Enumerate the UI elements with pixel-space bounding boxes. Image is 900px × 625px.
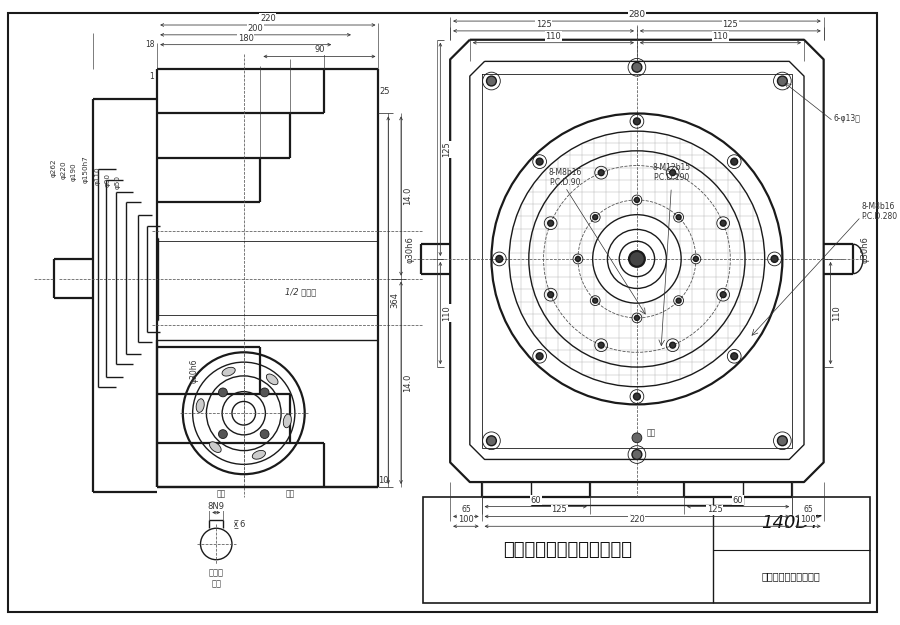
Text: φ150h7: φ150h7 (83, 156, 88, 183)
Circle shape (778, 436, 788, 446)
Text: 100: 100 (800, 516, 815, 524)
Text: 125: 125 (723, 20, 738, 29)
Circle shape (632, 449, 642, 459)
Circle shape (598, 170, 604, 176)
Ellipse shape (210, 442, 221, 452)
Text: 18: 18 (145, 40, 154, 49)
Text: 10: 10 (378, 476, 389, 484)
Circle shape (219, 429, 228, 439)
Ellipse shape (196, 399, 204, 412)
Circle shape (670, 170, 676, 176)
Ellipse shape (222, 368, 235, 376)
Text: 110: 110 (713, 32, 728, 41)
Circle shape (536, 158, 543, 165)
Text: 1/2 轴孔位: 1/2 轴孔位 (285, 288, 316, 297)
Ellipse shape (284, 414, 292, 428)
Text: 110: 110 (832, 305, 842, 321)
Circle shape (676, 215, 681, 220)
Text: 220: 220 (260, 14, 275, 23)
Circle shape (731, 352, 738, 359)
Text: φ220: φ220 (61, 161, 67, 179)
Circle shape (575, 256, 580, 261)
Circle shape (720, 220, 726, 226)
Text: 125: 125 (706, 506, 723, 514)
Text: φ90: φ90 (105, 173, 111, 187)
Text: φ190: φ190 (71, 162, 76, 181)
Circle shape (496, 256, 503, 262)
Text: φ262: φ262 (51, 159, 57, 177)
Text: 60: 60 (733, 496, 743, 504)
Text: 14.0: 14.0 (403, 187, 412, 205)
Text: 1: 1 (149, 72, 154, 81)
Text: 上海圣盾机械设备有限公司: 上海圣盾机械设备有限公司 (502, 541, 632, 559)
Circle shape (536, 352, 543, 359)
Text: 280: 280 (628, 10, 645, 19)
Text: 8N9: 8N9 (208, 501, 225, 511)
Text: 125: 125 (552, 506, 567, 514)
Circle shape (720, 292, 726, 297)
Text: 110: 110 (545, 32, 562, 41)
Text: 底盖: 底盖 (217, 489, 226, 498)
Circle shape (632, 62, 642, 72)
Circle shape (731, 158, 738, 165)
Text: 8-M12b15
P.C.D.190: 8-M12b15 P.C.D.190 (652, 162, 690, 182)
Text: 60: 60 (530, 496, 541, 504)
Text: 110: 110 (442, 305, 451, 321)
Circle shape (598, 342, 604, 348)
Circle shape (219, 388, 228, 397)
Circle shape (593, 215, 598, 220)
Circle shape (487, 76, 497, 86)
Text: 65: 65 (461, 506, 471, 514)
Text: 364: 364 (391, 292, 400, 308)
Circle shape (778, 76, 788, 86)
Circle shape (548, 292, 554, 297)
Bar (423, 497, 870, 603)
Text: 125: 125 (536, 20, 552, 29)
Text: 100: 100 (458, 516, 473, 524)
Text: φ50: φ50 (115, 175, 121, 189)
Text: 200: 200 (248, 24, 264, 33)
Text: 8-M8b16
P.C.D.90: 8-M8b16 P.C.D.90 (548, 168, 582, 187)
Ellipse shape (266, 374, 278, 385)
Text: 90: 90 (314, 46, 325, 54)
Circle shape (634, 316, 639, 321)
Text: φ30h6: φ30h6 (406, 236, 415, 262)
Circle shape (260, 429, 269, 439)
Circle shape (676, 298, 681, 303)
Circle shape (487, 436, 497, 446)
Circle shape (634, 393, 641, 400)
Circle shape (634, 198, 639, 202)
Text: 机孔: 机孔 (647, 428, 656, 438)
Text: φ30h6: φ30h6 (860, 236, 869, 262)
Circle shape (632, 433, 642, 442)
Circle shape (548, 220, 554, 226)
Circle shape (629, 251, 644, 267)
Ellipse shape (252, 451, 266, 459)
Text: φ30h6: φ30h6 (190, 359, 199, 383)
Text: 6: 6 (239, 520, 245, 529)
Circle shape (693, 256, 698, 261)
Text: 140DT: 140DT (761, 514, 821, 532)
Text: 25: 25 (380, 88, 390, 96)
Circle shape (771, 256, 778, 262)
Text: 180: 180 (238, 34, 254, 42)
Text: 8-M8b16
P.C.D.280: 8-M8b16 P.C.D.280 (861, 202, 897, 221)
Text: 平台桌面型凸轮分割器: 平台桌面型凸轮分割器 (762, 571, 821, 581)
Circle shape (670, 342, 676, 348)
Text: 125: 125 (442, 141, 451, 158)
Text: 顶盖: 顶盖 (285, 489, 294, 498)
Text: 65: 65 (803, 506, 813, 514)
Text: 14.0: 14.0 (403, 374, 412, 392)
Text: 6-φ13孔: 6-φ13孔 (833, 114, 860, 123)
Circle shape (260, 388, 269, 397)
Text: φ110: φ110 (94, 167, 100, 185)
Circle shape (634, 118, 641, 125)
Circle shape (593, 298, 598, 303)
Text: 输入轴
键槽: 输入轴 键槽 (209, 569, 224, 588)
Text: 220: 220 (629, 516, 644, 524)
